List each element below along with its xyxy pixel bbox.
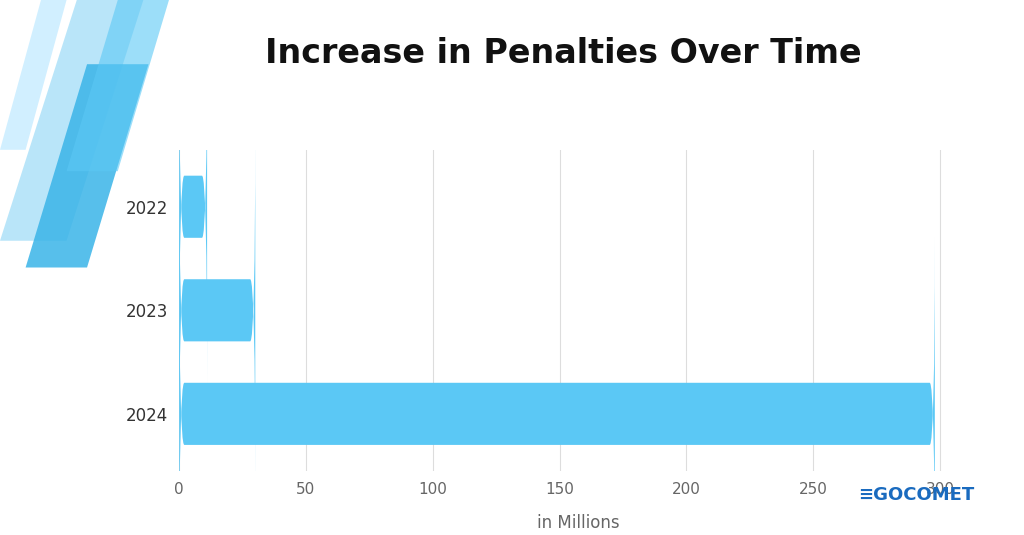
Text: ≡GOCOMET: ≡GOCOMET (858, 486, 975, 504)
Polygon shape (0, 0, 67, 150)
Polygon shape (26, 64, 148, 268)
Polygon shape (67, 0, 169, 171)
FancyBboxPatch shape (179, 238, 935, 535)
FancyBboxPatch shape (179, 134, 255, 486)
X-axis label: in Millions: in Millions (538, 514, 620, 532)
Text: Increase in Penalties Over Time: Increase in Penalties Over Time (265, 37, 861, 71)
FancyBboxPatch shape (179, 30, 207, 383)
Polygon shape (0, 0, 143, 241)
